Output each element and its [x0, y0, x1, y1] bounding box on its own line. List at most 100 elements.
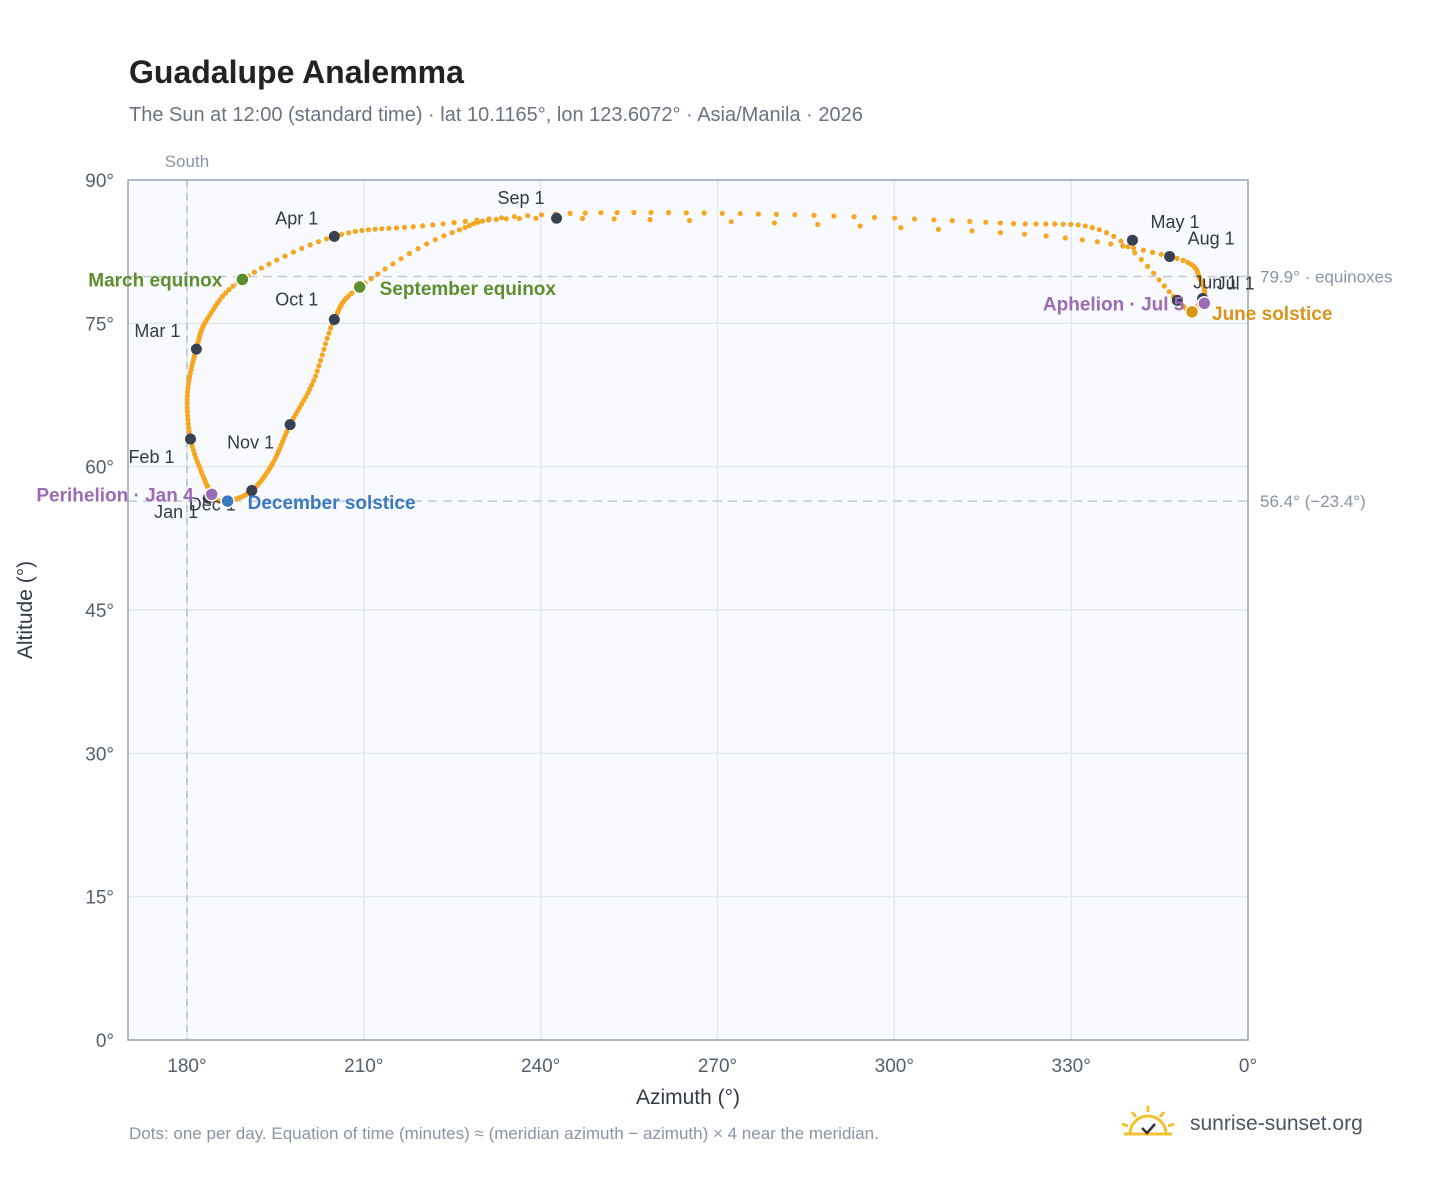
x-tick-label: 330°	[1052, 1056, 1091, 1077]
brand-text: sunrise-sunset.org	[1190, 1112, 1363, 1135]
daily-dot	[579, 215, 586, 221]
daily-dot	[322, 341, 329, 347]
daily-dot	[516, 215, 523, 222]
daily-dot	[185, 413, 191, 419]
brand-logo[interactable]: sunrise-sunset.org	[1120, 1104, 1390, 1144]
month-marker	[1171, 294, 1183, 306]
daily-dot	[1156, 277, 1162, 283]
daily-dot	[479, 218, 485, 224]
daily-dot	[538, 212, 545, 218]
event-label: December solstice	[248, 493, 416, 514]
reference-line-label: 56.4° (−23.4°)	[1260, 492, 1366, 511]
daily-dot	[1060, 221, 1066, 227]
daily-dot	[931, 217, 937, 223]
daily-dot	[315, 239, 322, 245]
daily-dot	[430, 222, 436, 228]
daily-dot	[1043, 221, 1049, 227]
daily-dot	[771, 220, 778, 226]
daily-dot	[485, 217, 491, 223]
analemma-curve	[184, 209, 1208, 504]
daily-dot	[223, 290, 229, 296]
daily-dot	[1089, 225, 1095, 231]
daily-dot	[432, 237, 438, 243]
daily-dot	[470, 221, 477, 227]
plot-frame	[127, 179, 1249, 1041]
daily-dot	[375, 271, 381, 277]
daily-dot	[1068, 221, 1074, 227]
month-label: Oct 1	[275, 290, 318, 310]
daily-dot	[184, 409, 190, 415]
y-tick-label: 90°	[85, 171, 114, 192]
month-marker	[184, 433, 196, 445]
daily-dot	[525, 213, 531, 219]
daily-dot	[352, 228, 358, 235]
event-label: Aphelion · Jul 5	[1043, 294, 1185, 315]
daily-dot	[382, 266, 388, 272]
daily-dot	[1096, 227, 1102, 233]
daily-dot	[394, 225, 400, 231]
daily-dot	[185, 385, 191, 391]
daily-dot	[1151, 270, 1157, 276]
y-tick-label: 30°	[85, 744, 114, 765]
daily-dot	[1052, 221, 1058, 227]
daily-dot	[1108, 241, 1114, 247]
daily-dot	[728, 219, 734, 225]
event-marker	[1184, 304, 1200, 320]
daily-dot	[871, 214, 878, 220]
event-marker	[352, 279, 367, 295]
reference-line-label: 79.9° · equinoxes	[1260, 268, 1393, 287]
month-label: Jan 1	[154, 502, 198, 522]
daily-dot	[184, 397, 190, 403]
daily-dot	[1180, 257, 1186, 263]
daily-dot	[420, 223, 426, 229]
daily-dot	[857, 223, 863, 229]
daily-dot	[299, 245, 305, 251]
daily-dot	[935, 226, 942, 232]
daily-dot	[1138, 256, 1144, 263]
daily-dot	[410, 224, 416, 230]
month-marker	[328, 314, 340, 326]
event-label: Perihelion · Jan 4	[36, 485, 194, 506]
daily-dot	[755, 211, 762, 217]
daily-dot	[701, 210, 707, 216]
daily-dot	[328, 325, 334, 331]
daily-dot	[1062, 235, 1068, 241]
daily-dot	[647, 217, 653, 223]
meridian-label: South	[165, 152, 209, 171]
daily-dot	[683, 210, 689, 216]
daily-dot	[466, 222, 473, 229]
daily-dot	[911, 216, 918, 222]
daily-dot	[319, 352, 325, 358]
daily-dot	[983, 219, 989, 225]
daily-dot	[309, 382, 315, 388]
y-tick-label: 75°	[85, 314, 114, 335]
event-marker	[235, 272, 250, 287]
daily-dot	[1132, 250, 1138, 256]
daily-dot	[324, 335, 330, 341]
x-tick-label: 300°	[875, 1056, 914, 1077]
month-marker	[551, 212, 563, 224]
month-label: Jun 1	[1193, 272, 1237, 292]
daily-dot	[719, 210, 725, 216]
sun-logo-icon	[1121, 1106, 1175, 1136]
daily-dot	[365, 227, 371, 233]
daily-dot	[737, 211, 743, 217]
daily-dot	[290, 249, 296, 255]
daily-dot	[792, 212, 798, 218]
daily-dot	[186, 425, 192, 431]
daily-dot	[314, 368, 320, 374]
month-marker	[1164, 250, 1176, 262]
daily-dot	[274, 257, 280, 263]
chart-subtitle: The Sun at 12:00 (standard time) · lat 1…	[129, 104, 863, 126]
daily-dot	[184, 393, 190, 399]
daily-dot	[997, 230, 1004, 236]
daily-dot	[648, 209, 654, 216]
daily-dot	[665, 210, 672, 216]
month-label: Feb 1	[128, 447, 174, 467]
daily-dot	[815, 221, 821, 228]
daily-dot	[307, 242, 313, 248]
daily-dot	[441, 233, 447, 239]
daily-dot	[251, 269, 257, 275]
